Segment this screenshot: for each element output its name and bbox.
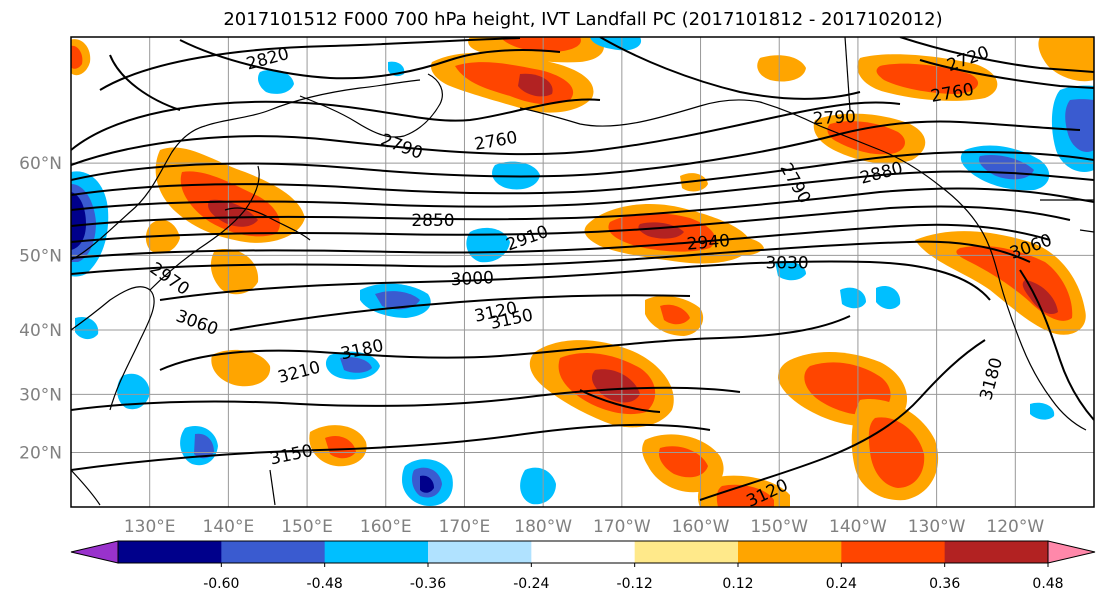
lon-tick-label-4: 170°E xyxy=(439,517,491,537)
colorbar-segment-4 xyxy=(428,541,532,563)
lat-tick-label-0: 20°N xyxy=(19,443,62,463)
colorbar-segment-2 xyxy=(221,541,326,563)
colorbar-segment-1 xyxy=(118,541,222,563)
colorbar-label-3: -0.24 xyxy=(513,576,549,592)
map-frame xyxy=(70,36,1095,508)
colorbar-extend-low xyxy=(70,540,119,564)
lon-tick-label-5: 180°W xyxy=(514,517,572,537)
colorbar-segment-6 xyxy=(634,541,739,563)
latitude-labels: 20°N 30°N 40°N 50°N 60°N xyxy=(19,154,62,463)
lon-tick-label-9: 140°W xyxy=(829,517,887,537)
colorbar-segment-3 xyxy=(324,541,429,563)
lon-tick-label-1: 140°E xyxy=(203,517,255,537)
colorbar-label-7: 0.36 xyxy=(929,576,960,592)
colorbar-label-1: -0.48 xyxy=(307,576,343,592)
lon-tick-label-6: 170°W xyxy=(593,517,651,537)
contour-label-3: 2850 xyxy=(411,211,454,231)
lat-tick-label-1: 30°N xyxy=(19,385,62,405)
contour-label-7: 3000 xyxy=(450,268,494,290)
contour-label-8: 3030 xyxy=(765,253,808,273)
contour-label-16: 2790 xyxy=(812,107,856,129)
lon-tick-label-7: 160°W xyxy=(672,517,730,537)
map-title: 2017101512 F000 700 hPa height, IVT Land… xyxy=(223,9,942,30)
height-contour-lines xyxy=(71,37,1094,501)
colorbar-frame xyxy=(117,540,1049,564)
colorbar: -0.60 -0.48 -0.36 -0.24 -0.12 0.12 0.24 0.36 0.4… xyxy=(70,540,1096,592)
colorbar-label-8: 0.48 xyxy=(1032,576,1063,592)
colorbar-label-2: -0.36 xyxy=(410,576,446,592)
colorbar-segment-8 xyxy=(841,541,946,563)
lat-tick-label-4: 60°N xyxy=(19,154,62,174)
lon-tick-label-0: 130°E xyxy=(124,517,176,537)
colorbar-segment-9 xyxy=(944,541,1049,563)
lon-tick-label-10: 130°W xyxy=(908,517,966,537)
colorbar-segment-5 xyxy=(531,541,636,563)
colorbar-label-6: 0.24 xyxy=(826,576,857,592)
lon-tick-label-11: 120°W xyxy=(986,517,1044,537)
lat-tick-label-2: 40°N xyxy=(19,321,62,341)
lat-tick-label-3: 50°N xyxy=(19,246,62,266)
lon-tick-label-3: 160°E xyxy=(360,517,412,537)
longitude-labels: 130°E 140°E 150°E 160°E 170°E 180°W 170°W 160°W… xyxy=(124,517,1045,537)
colorbar-label-0: -0.60 xyxy=(203,576,239,592)
colorbar-label-5: 0.12 xyxy=(722,576,753,592)
colorbar-extend-high xyxy=(1047,540,1096,564)
contour-label-5: 2940 xyxy=(686,231,731,255)
lon-tick-label-8: 150°W xyxy=(750,517,808,537)
lon-tick-label-2: 150°E xyxy=(281,517,333,537)
colorbar-segment-7 xyxy=(738,541,842,563)
colorbar-label-4: -0.12 xyxy=(617,576,653,592)
